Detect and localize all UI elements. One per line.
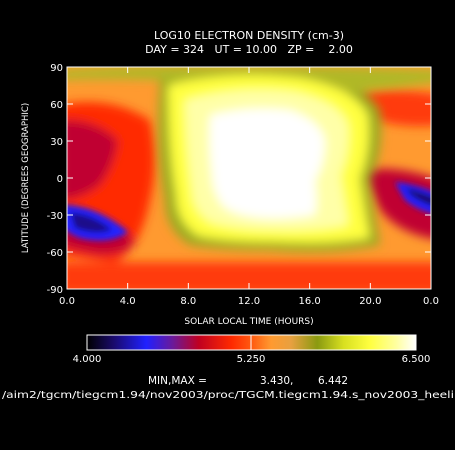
x-tick-label: 4.0 bbox=[120, 296, 136, 307]
x-tick-label: 20.0 bbox=[359, 296, 381, 307]
x-axis-label: SOLAR LOCAL TIME (HOURS) bbox=[184, 317, 313, 327]
y-tick-label: -30 bbox=[47, 211, 63, 222]
y-axis: 90 60 30 0 -30 -60 -90 bbox=[47, 63, 431, 296]
source-path: /aim2/tgcm/tiegcm1.94/nov2003/proc/TGCM.… bbox=[2, 390, 454, 401]
x-tick-label: 16.0 bbox=[299, 296, 321, 307]
y-tick-label: 90 bbox=[50, 63, 63, 74]
y-tick-label: 30 bbox=[50, 137, 63, 148]
colorbar-mid-label: 5.250 bbox=[237, 354, 266, 365]
y-axis-label: LATITUDE (DEGREES GEOGRAPHIC) bbox=[21, 103, 31, 253]
minmax-label: MIN,MAX = bbox=[148, 375, 207, 387]
y-tick-label: -90 bbox=[47, 285, 63, 296]
x-tick-label: 0.0 bbox=[423, 296, 439, 307]
x-tick-label: 12.0 bbox=[238, 296, 260, 307]
max-value: 6.442 bbox=[318, 375, 348, 387]
min-value: 3.430, bbox=[260, 375, 293, 387]
y-tick-label: 60 bbox=[50, 100, 63, 111]
colorbar-min-label: 4.000 bbox=[73, 354, 102, 365]
x-axis: 0.0 4.0 8.0 12.0 16.0 20.0 0.0 bbox=[59, 67, 439, 307]
colorbar-max-label: 6.500 bbox=[402, 354, 431, 365]
x-tick-label: 0.0 bbox=[59, 296, 75, 307]
heatmap-field bbox=[67, 67, 431, 289]
x-tick-label: 8.0 bbox=[180, 296, 196, 307]
chart-subtitle: DAY = 324 UT = 10.00 ZP = 2.00 bbox=[145, 43, 353, 56]
y-tick-label: -60 bbox=[47, 248, 63, 259]
y-tick-label: 0 bbox=[57, 174, 63, 185]
chart-title: LOG10 ELECTRON DENSITY (cm-3) bbox=[154, 29, 344, 42]
